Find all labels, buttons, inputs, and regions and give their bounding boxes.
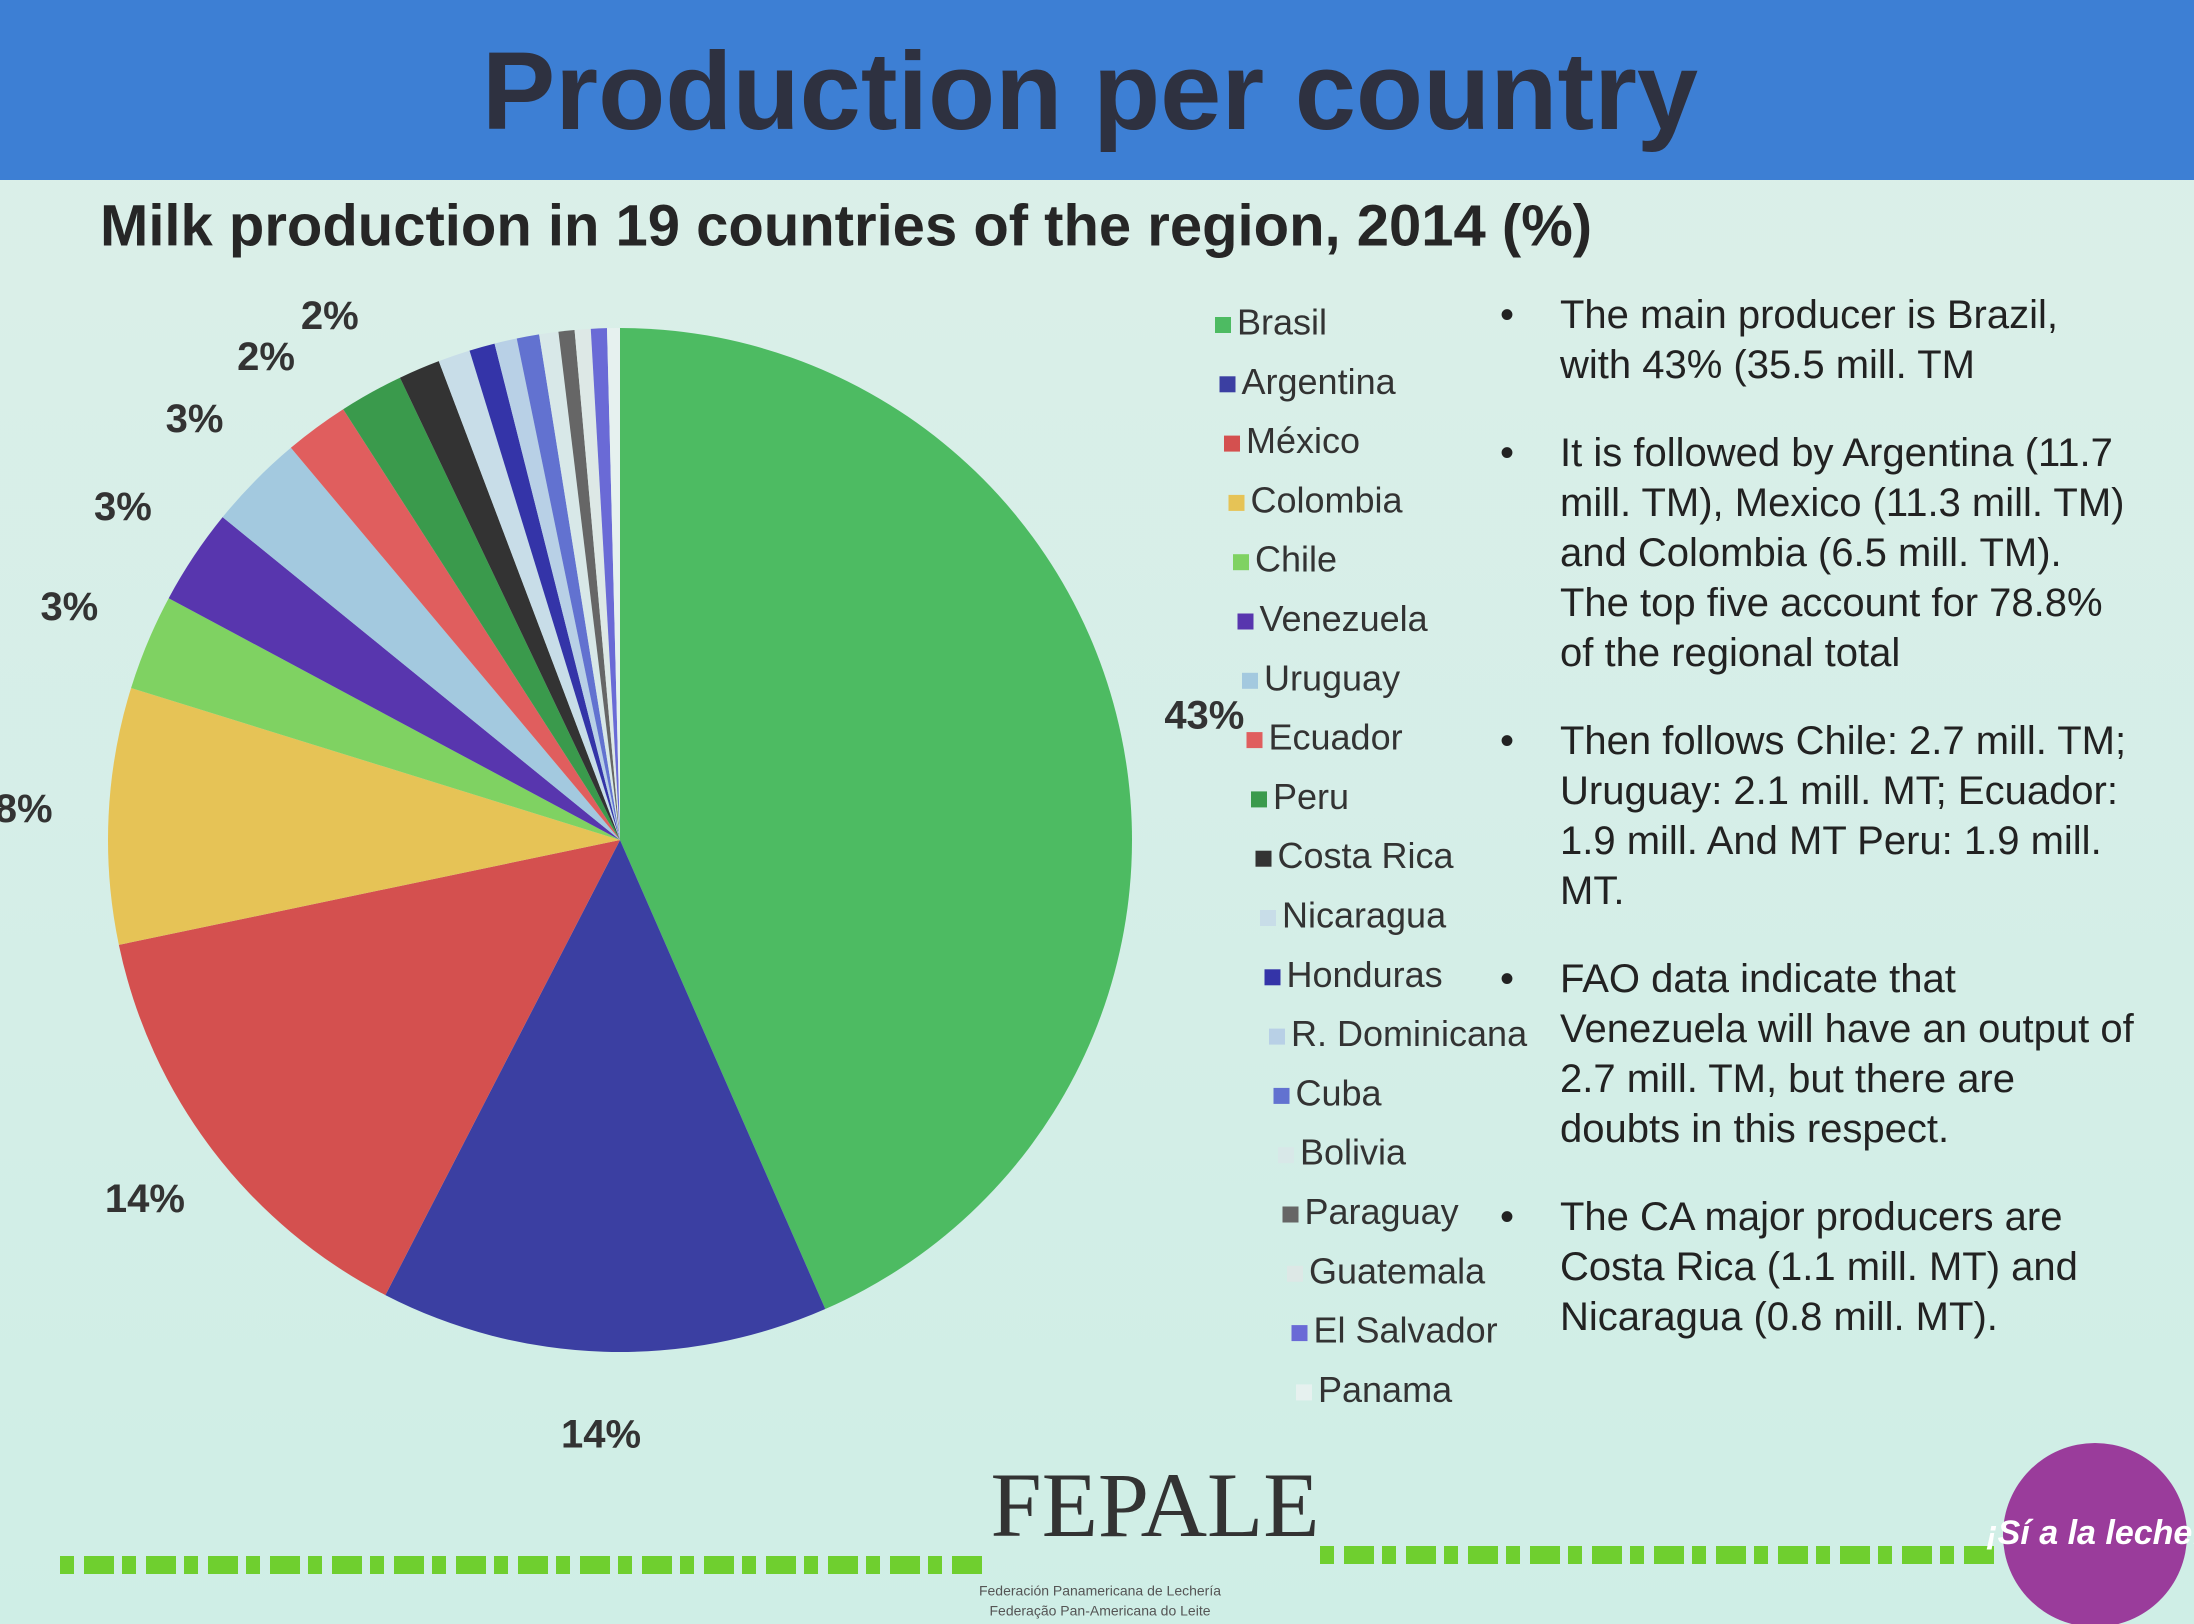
- slide-title: Production per country: [482, 30, 1698, 153]
- legend-swatch: [1251, 791, 1267, 808]
- legend-swatch: [1273, 1087, 1290, 1104]
- pie-slice: [290, 409, 620, 840]
- pie-slice: [607, 328, 620, 840]
- legend-label: Cuba: [1296, 1072, 1383, 1113]
- legend-label: México: [1246, 420, 1360, 461]
- legend-swatch: [1296, 1384, 1312, 1401]
- legend-swatch: [1224, 435, 1240, 452]
- legend-label: Paraguay: [1305, 1191, 1459, 1232]
- legend-swatch: [1264, 969, 1281, 986]
- data-label: 3%: [166, 397, 224, 441]
- bullet: The CA major producers are Costa Rica (1…: [1500, 1192, 2140, 1342]
- legend-label: Honduras: [1287, 954, 1443, 995]
- legend-label: Ecuador: [1269, 717, 1403, 758]
- legend-swatch: [1278, 1147, 1294, 1164]
- pie-slice: [620, 328, 1132, 1310]
- legend-label: Bolivia: [1300, 1132, 1407, 1173]
- legend-swatch: [1269, 1028, 1285, 1045]
- legend-label: R. Dominicana: [1291, 1013, 1528, 1054]
- legend-swatch: [1282, 1206, 1299, 1223]
- legend-swatch: [1287, 1265, 1303, 1282]
- legend-swatch: [1228, 494, 1245, 511]
- header-band: [0, 0, 2194, 180]
- legend-label: Venezuela: [1260, 598, 1429, 639]
- legend-label: Colombia: [1251, 479, 1404, 520]
- pie-slice: [118, 840, 620, 1296]
- pie-slice: [494, 338, 620, 840]
- badge-text: ¡Sí a la leche!: [1986, 1514, 2194, 1552]
- bullet: It is followed by Argentina (11.7 mill. …: [1500, 428, 2140, 678]
- bullet: The main producer is Brazil, with 43% (3…: [1500, 290, 2140, 390]
- legend-swatch: [1242, 672, 1258, 689]
- pie-slice: [516, 334, 620, 840]
- legend-label: Argentina: [1242, 361, 1397, 402]
- legend-label: Brasil: [1237, 302, 1327, 343]
- legend-swatch: [1219, 376, 1236, 393]
- pie-slice: [574, 328, 620, 840]
- legend-swatch: [1237, 613, 1254, 630]
- bullet: Then follows Chile: 2.7 mill. TM; Urugua…: [1500, 716, 2140, 916]
- legend-label: Costa Rica: [1278, 835, 1455, 876]
- legend-label: Peru: [1273, 776, 1349, 817]
- data-label: 14%: [561, 1412, 641, 1456]
- data-label: 3%: [40, 585, 98, 629]
- bullet-list: The main producer is Brazil, with 43% (3…: [1500, 290, 2140, 1380]
- pie-slice: [469, 343, 620, 840]
- badge: [2003, 1443, 2187, 1624]
- data-label: 14%: [105, 1177, 185, 1221]
- pie-slice: [438, 350, 620, 840]
- bullet: FAO data indicate that Venezuela will ha…: [1500, 954, 2140, 1154]
- legend-swatch: [1215, 317, 1231, 333]
- pie-slice: [539, 331, 620, 840]
- data-label: 3%: [94, 485, 152, 529]
- pie-slice: [222, 447, 620, 840]
- pie-slice: [131, 598, 620, 840]
- legend-swatch: [1291, 1325, 1308, 1342]
- legend-swatch: [1260, 910, 1276, 926]
- legend-label: Uruguay: [1264, 657, 1400, 698]
- data-label: 43%: [1164, 693, 1244, 737]
- logo: FEPALE: [991, 1454, 1320, 1556]
- pie-slice: [399, 361, 620, 840]
- legend-label: Nicaragua: [1282, 895, 1447, 936]
- pie-slice: [343, 377, 620, 840]
- legend-label: Chile: [1255, 539, 1337, 580]
- logo-caption: Federación Panamericana de Lechería: [979, 1583, 1221, 1599]
- chart-title: Milk production in 19 countries of the r…: [100, 193, 1592, 258]
- legend-swatch: [1233, 554, 1249, 571]
- legend-swatch: [1246, 732, 1263, 749]
- data-label: 2%: [301, 294, 359, 338]
- legend-label: Panama: [1318, 1369, 1453, 1410]
- legend-swatch: [1255, 850, 1272, 867]
- pie-slice: [108, 687, 620, 945]
- pie-slice: [385, 840, 826, 1352]
- legend-label: Guatemala: [1309, 1250, 1486, 1291]
- pie-slice: [558, 330, 620, 840]
- data-label: 8%: [0, 787, 53, 831]
- legend-label: El Salvador: [1314, 1310, 1498, 1351]
- logo-caption: Federação Pan-Americana do Leite: [989, 1603, 1210, 1619]
- data-label: 2%: [237, 335, 295, 379]
- pie-slice: [168, 517, 621, 840]
- pie-slice: [590, 328, 620, 840]
